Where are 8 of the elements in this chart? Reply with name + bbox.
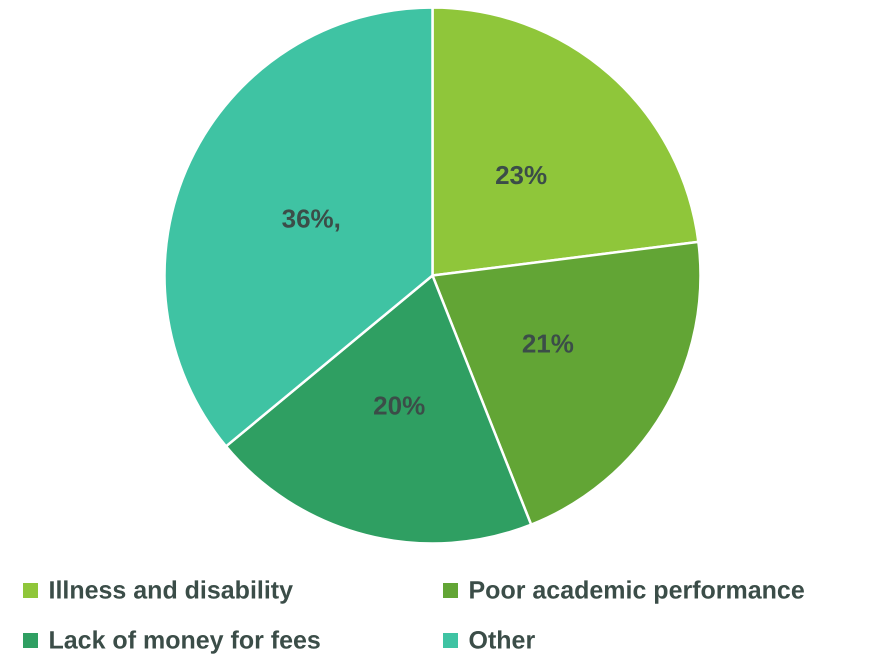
legend-label: Poor academic performance [468, 576, 805, 604]
data-label: 36%, [282, 203, 341, 234]
data-label: 23% [495, 160, 548, 190]
legend-label: Illness and disability [48, 576, 294, 604]
legend-label: Other [468, 626, 536, 654]
data-label: 20% [373, 390, 426, 420]
legend-label: Lack of money for fees [48, 626, 321, 654]
data-label: 21% [522, 328, 574, 359]
